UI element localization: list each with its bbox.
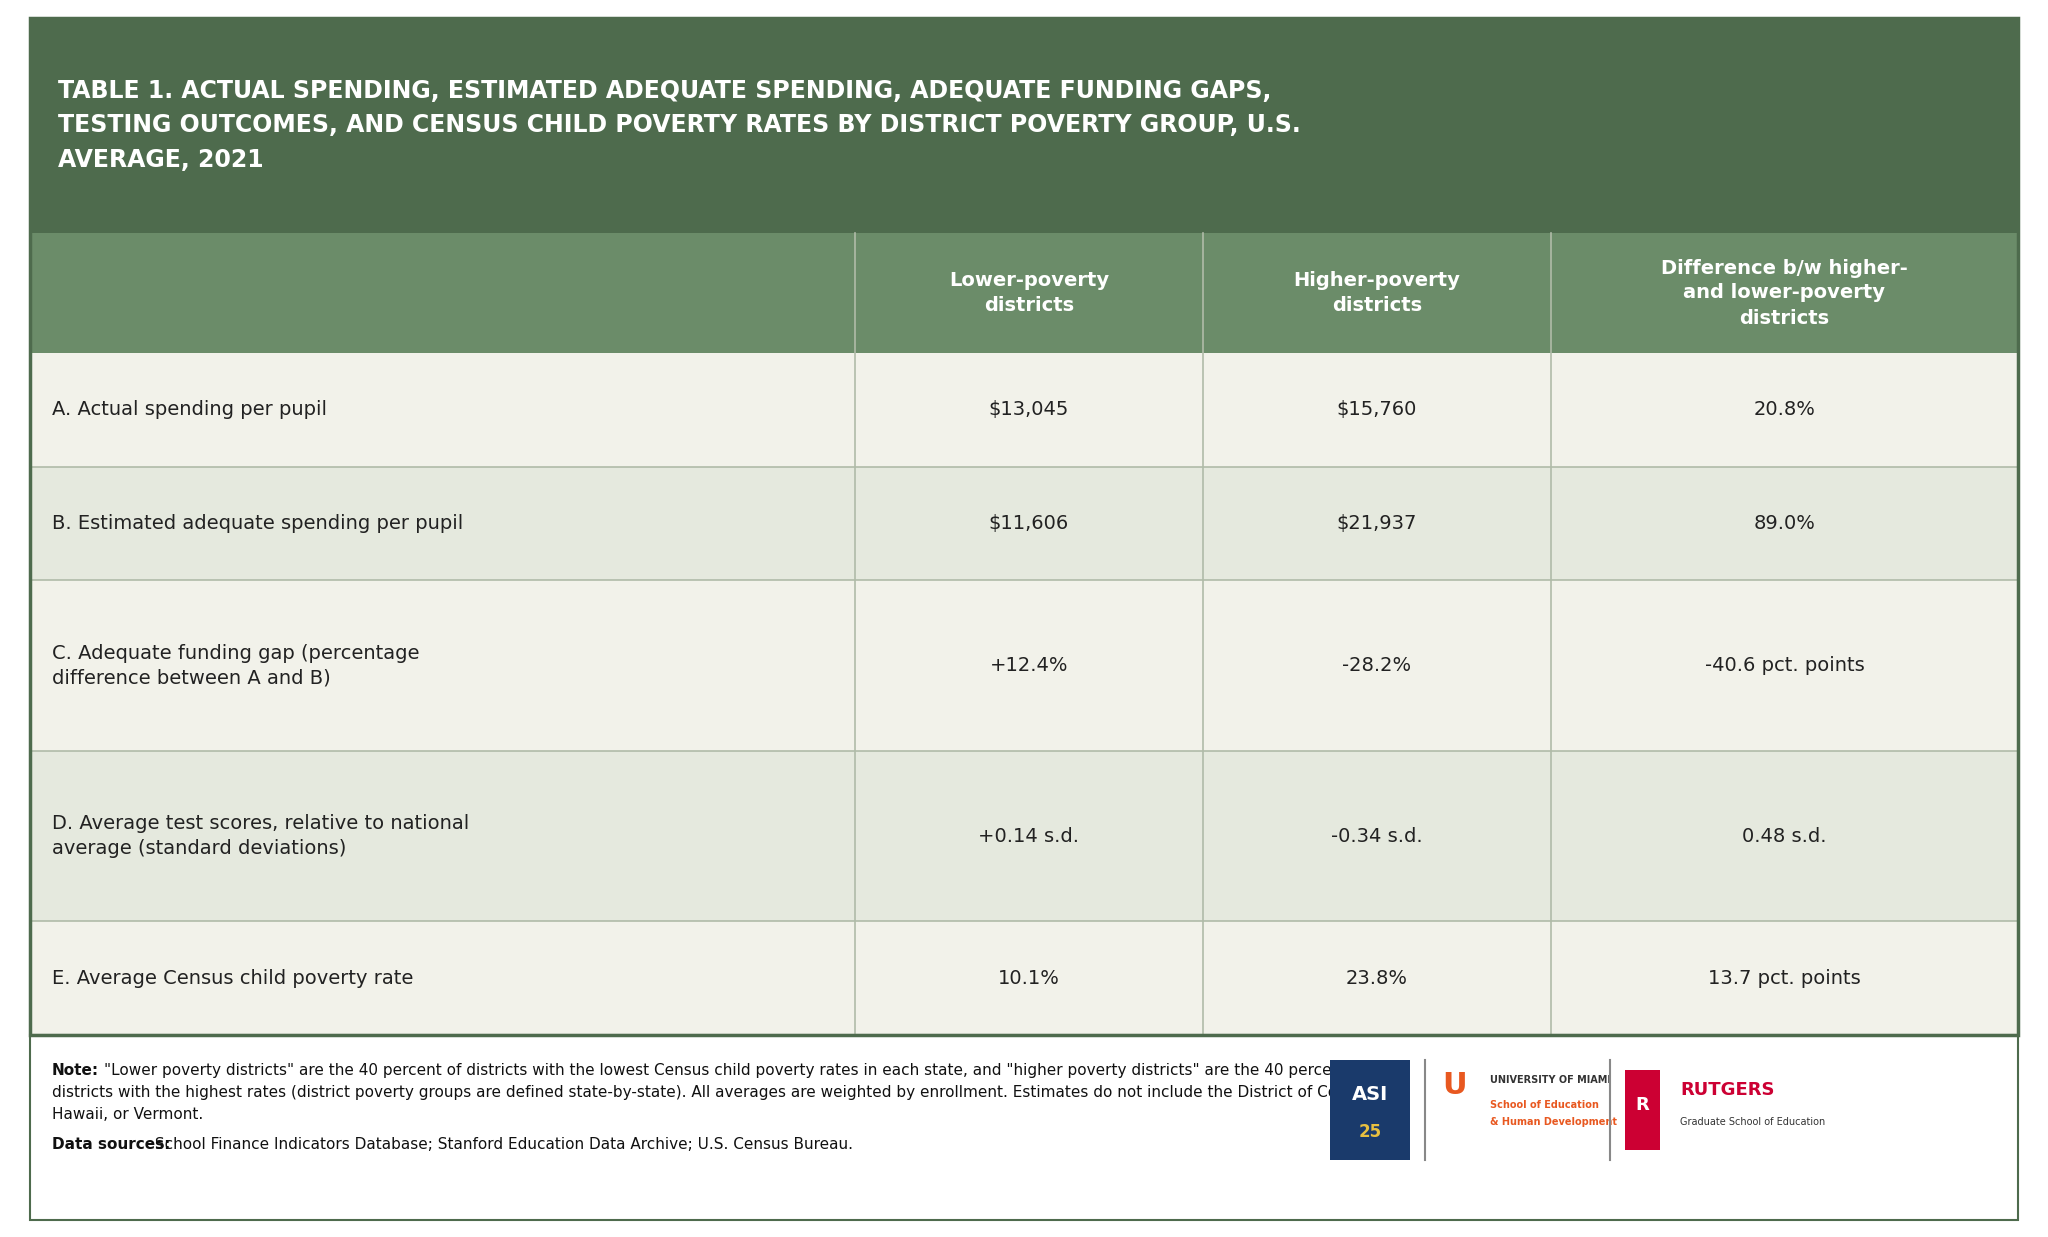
Bar: [31, 19, 2017, 233]
Text: ASI: ASI: [1352, 1086, 1389, 1105]
Bar: [31, 751, 2017, 922]
Text: 0.48 s.d.: 0.48 s.d.: [1743, 826, 1827, 846]
Text: Difference b/w higher-
and lower-poverty
districts: Difference b/w higher- and lower-poverty…: [1661, 259, 1909, 328]
Text: Higher-poverty
districts: Higher-poverty districts: [1294, 271, 1460, 315]
Text: RUTGERS: RUTGERS: [1679, 1081, 1774, 1098]
Text: B. Estimated adequate spending per pupil: B. Estimated adequate spending per pupil: [51, 515, 463, 533]
Text: D. Average test scores, relative to national
average (standard deviations): D. Average test scores, relative to nati…: [51, 814, 469, 858]
Text: School of Education: School of Education: [1491, 1100, 1599, 1110]
Bar: [31, 19, 2017, 1035]
Text: +12.4%: +12.4%: [989, 656, 1069, 675]
Text: C. Adequate funding gap (percentage
difference between A and B): C. Adequate funding gap (percentage diff…: [51, 643, 420, 688]
Text: Lower-poverty
districts: Lower-poverty districts: [948, 271, 1110, 315]
Bar: [31, 466, 2017, 580]
Text: & Human Development: & Human Development: [1491, 1117, 1618, 1127]
Text: Note:: Note:: [51, 1063, 98, 1077]
Text: A. Actual spending per pupil: A. Actual spending per pupil: [51, 401, 328, 419]
Text: Data sources:: Data sources:: [51, 1137, 170, 1152]
Text: Graduate School of Education: Graduate School of Education: [1679, 1117, 1825, 1127]
Text: 23.8%: 23.8%: [1346, 969, 1407, 987]
Bar: [31, 1035, 2017, 1220]
Text: $15,760: $15,760: [1337, 401, 1417, 419]
Text: 13.7 pct. points: 13.7 pct. points: [1708, 969, 1862, 987]
Bar: [1329, 1060, 1409, 1160]
Text: Hawaii, or Vermont.: Hawaii, or Vermont.: [51, 1107, 203, 1122]
Text: $11,606: $11,606: [989, 515, 1069, 533]
Text: UNIVERSITY OF MIAMI: UNIVERSITY OF MIAMI: [1491, 1075, 1612, 1085]
Bar: [31, 922, 2017, 1035]
Text: School Finance Indicators Database; Stanford Education Data Archive; U.S. Census: School Finance Indicators Database; Stan…: [150, 1137, 854, 1152]
Bar: [31, 580, 2017, 751]
Text: -28.2%: -28.2%: [1341, 656, 1411, 675]
Bar: [31, 353, 2017, 466]
Text: E. Average Census child poverty rate: E. Average Census child poverty rate: [51, 969, 414, 987]
Bar: [1624, 1070, 1661, 1150]
Text: U: U: [1442, 1070, 1466, 1100]
Text: "Lower poverty districts" are the 40 percent of districts with the lowest Census: "Lower poverty districts" are the 40 per…: [104, 1063, 1366, 1077]
Text: 20.8%: 20.8%: [1753, 401, 1815, 419]
Text: $13,045: $13,045: [989, 401, 1069, 419]
Text: 25: 25: [1358, 1123, 1382, 1141]
Text: $21,937: $21,937: [1337, 515, 1417, 533]
Text: +0.14 s.d.: +0.14 s.d.: [979, 826, 1079, 846]
Text: 10.1%: 10.1%: [997, 969, 1061, 987]
Text: -0.34 s.d.: -0.34 s.d.: [1331, 826, 1423, 846]
Text: -40.6 pct. points: -40.6 pct. points: [1704, 656, 1864, 675]
Bar: [31, 233, 2017, 353]
Text: TABLE 1. ACTUAL SPENDING, ESTIMATED ADEQUATE SPENDING, ADEQUATE FUNDING GAPS,
TE: TABLE 1. ACTUAL SPENDING, ESTIMATED ADEQ…: [57, 79, 1300, 172]
Text: R: R: [1634, 1096, 1649, 1115]
Text: 89.0%: 89.0%: [1753, 515, 1815, 533]
Text: districts with the highest rates (district poverty groups are defined state-by-s: districts with the highest rates (distri…: [51, 1085, 1395, 1100]
